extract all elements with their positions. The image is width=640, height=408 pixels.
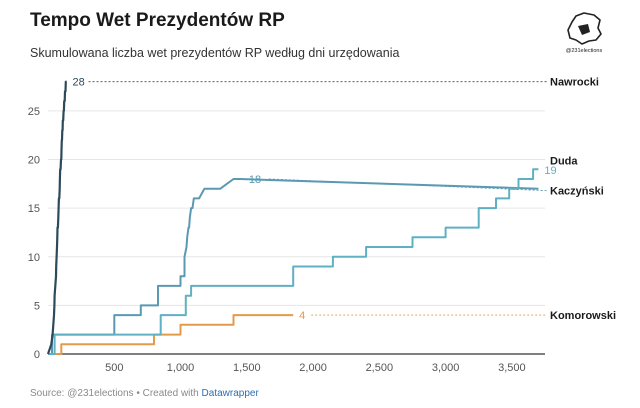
x-tick-label: 2,000 bbox=[299, 362, 327, 374]
y-tick-label: 25 bbox=[28, 106, 40, 118]
series-name-label: Kaczyński bbox=[550, 186, 604, 198]
leader-line bbox=[268, 178, 548, 192]
poland-map-logo-icon: @231elections bbox=[566, 12, 603, 54]
chart-grid bbox=[48, 110, 545, 355]
series-line-komorowski bbox=[48, 314, 294, 355]
series-name-label: Nawrocki bbox=[550, 77, 599, 89]
y-tick-label: 20 bbox=[28, 155, 40, 167]
footer-source: Source: @231elections • Created with Dat… bbox=[30, 388, 259, 399]
series-line-kaczynski bbox=[48, 178, 539, 355]
series-line-duda bbox=[48, 168, 539, 355]
x-axis: 500 1,000 1,500 2,000 2,500 3,000 3,500 bbox=[105, 362, 526, 374]
x-tick-label: 1,500 bbox=[233, 362, 261, 374]
footer-source-text: Source: @231elections • Created with bbox=[30, 388, 202, 399]
x-tick-label: 1,000 bbox=[167, 362, 195, 374]
x-tick-label: 500 bbox=[105, 362, 123, 374]
y-tick-label: 0 bbox=[34, 349, 40, 361]
series-name-label: Komorowski bbox=[550, 310, 616, 322]
y-tick-label: 10 bbox=[28, 252, 40, 264]
series-lines bbox=[46, 80, 539, 355]
end-value-label: 4 bbox=[299, 310, 305, 322]
end-value-label: 18 bbox=[249, 174, 261, 186]
end-value-label: 28 bbox=[73, 77, 85, 89]
y-axis: 0 5 10 15 20 25 bbox=[28, 106, 40, 361]
x-tick-label: 3,500 bbox=[498, 362, 526, 374]
chart-title: Tempo Wet Prezydentów RP bbox=[30, 10, 285, 31]
x-tick-label: 3,000 bbox=[432, 362, 460, 374]
chart-subtitle: Skumulowana liczba wet prezydentów RP we… bbox=[30, 46, 400, 60]
datawrapper-link[interactable]: Datawrapper bbox=[201, 388, 259, 399]
y-tick-label: 5 bbox=[34, 300, 40, 312]
logo-text: @231elections bbox=[566, 48, 603, 54]
series-line-nawrocki bbox=[46, 80, 68, 355]
y-tick-label: 15 bbox=[28, 203, 40, 215]
end-value-label: 19 bbox=[544, 165, 556, 177]
x-tick-label: 2,500 bbox=[366, 362, 394, 374]
series-name-label: Duda bbox=[550, 156, 578, 168]
